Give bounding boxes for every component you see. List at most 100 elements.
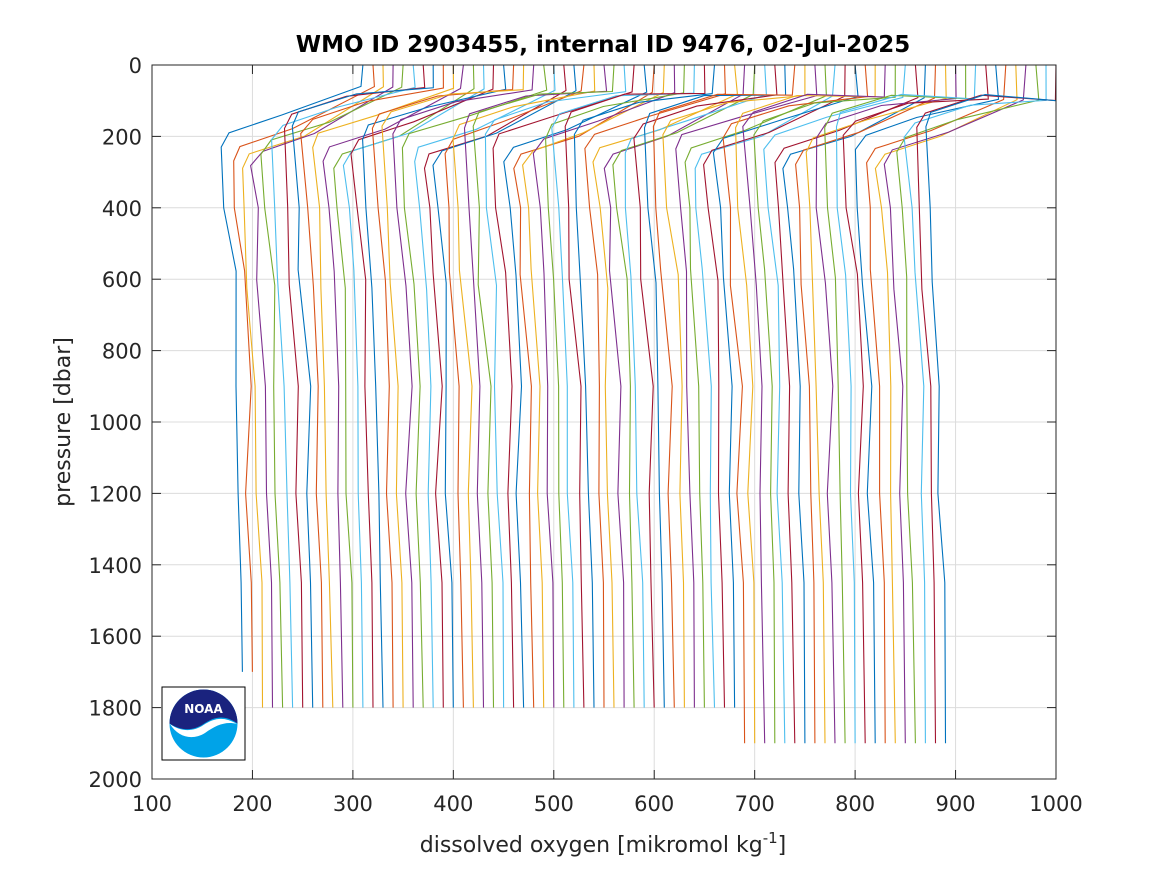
oxygen-profile-52 [735, 65, 876, 744]
oxygen-profile-67 [883, 65, 1027, 744]
oxygen-profile-62 [835, 65, 977, 744]
noaa-logo: NOAA [161, 686, 246, 761]
oxygen-profile-35 [564, 65, 706, 708]
chart-title: WMO ID 2903455, internal ID 9476, 02-Jul… [296, 32, 911, 58]
oxygen-profile-36 [573, 65, 716, 708]
y-tick-label: 1600 [89, 625, 142, 649]
oxygen-profile-71 [925, 65, 1056, 744]
oxygen-profile-46 [675, 65, 818, 708]
x-tick-label: 600 [634, 792, 674, 816]
x-tick-label: 300 [333, 792, 373, 816]
oxygen-profile-47 [684, 65, 827, 708]
x-axis-label-main: dissolved oxygen [mikromol kg [420, 833, 763, 858]
oxygen-profile-30 [513, 65, 655, 708]
oxygen-profile-31 [522, 65, 665, 708]
oxygen-profile-18 [392, 65, 535, 708]
oxygen-profile-68 [896, 65, 1040, 744]
oxygen-profile-16 [371, 65, 515, 708]
oxygen-profile-7 [283, 65, 426, 708]
oxygen-profile-33 [545, 65, 685, 708]
oxygen-profile-25 [463, 65, 608, 708]
oxygen-profile-12 [333, 65, 475, 708]
oxygen-profile-3 [242, 65, 384, 708]
oxygen-profile-42 [633, 65, 778, 708]
oxygen-profile-49 [703, 65, 846, 708]
oxygen-profile-70 [916, 65, 1056, 744]
oxygen-profile-20 [414, 65, 556, 708]
oxygen-profile-23 [444, 65, 585, 708]
x-tick-label: 500 [534, 792, 574, 816]
oxygen-profile-66 [874, 65, 1018, 744]
oxygen-profile-21 [423, 65, 567, 708]
oxygen-profile-13 [342, 65, 485, 708]
oxygen-profile-2 [233, 65, 375, 672]
oxygen-profile-58 [795, 65, 937, 744]
axis-ticks: 100 200 300 400 500 600 700 800 900 1000 0 200 400 60… [89, 54, 1083, 816]
oxygen-profile-27 [484, 65, 627, 708]
oxygen-profile-37 [584, 65, 726, 708]
y-tick-label: 600 [102, 268, 142, 292]
oxygen-profile-50 [712, 65, 859, 708]
oxygen-profile-10 [312, 65, 455, 708]
oxygen-profile-5 [260, 65, 404, 708]
oxygen-profile-38 [592, 65, 738, 708]
oxygen-profile-57 [782, 65, 926, 744]
oxygen-profile-48 [694, 65, 836, 708]
oxygen-profile-1 [220, 65, 364, 672]
oxygen-profile-24 [452, 65, 596, 708]
x-tick-label: 900 [936, 792, 976, 816]
oxygen-profile-9 [300, 65, 444, 708]
y-tick-label: 800 [102, 340, 142, 364]
oxygen-profile-8 [291, 65, 434, 708]
oxygen-profile-64 [854, 65, 1000, 744]
x-tick-label: 200 [232, 792, 272, 816]
x-tick-label: 100 [132, 792, 172, 816]
oxygen-profile-45 [662, 65, 806, 708]
y-tick-label: 400 [102, 197, 142, 221]
x-tick-label: 700 [735, 792, 775, 816]
x-axis-label-end: ] [778, 833, 787, 858]
oxygen-profile-40 [612, 65, 756, 708]
oxygen-profile-34 [551, 65, 695, 708]
oxygen-profile-39 [603, 65, 746, 708]
logo-gull-wave [170, 718, 237, 738]
y-tick-label: 1400 [89, 554, 142, 578]
y-tick-label: 0 [129, 54, 142, 78]
x-axis-label-superscript: -1 [763, 829, 778, 847]
oxygen-profile-54 [753, 65, 896, 744]
logo-text: NOAA [184, 702, 223, 716]
y-tick-label: 1800 [89, 697, 142, 721]
oxygen-profile-15 [362, 65, 507, 708]
oxygen-profile-6 [271, 65, 416, 708]
oxygen-profile-26 [472, 65, 615, 708]
oxygen-profile-63 [842, 65, 989, 744]
logo-navy-sky [169, 689, 238, 730]
y-tick-label: 200 [102, 125, 142, 149]
oxygen-profile-53 [742, 65, 886, 744]
y-tick-label: 2000 [89, 768, 142, 792]
oxygen-profile-17 [381, 65, 525, 708]
oxygen-profile-11 [322, 65, 464, 708]
x-tick-label: 1000 [1029, 792, 1082, 816]
oxygen-profile-41 [624, 65, 767, 708]
oxygen-profile-32 [532, 65, 676, 708]
oxygen-profile-59 [805, 65, 947, 744]
oxygen-profile-56 [774, 65, 919, 744]
x-axis-label: dissolved oxygen [mikromol kg-1] [420, 829, 787, 858]
oxygen-profile-14 [350, 65, 495, 708]
oxygen-profile-69 [903, 65, 1047, 744]
oxygen-profile-22 [432, 65, 577, 708]
oxygen-profile-55 [763, 65, 906, 744]
x-tick-label: 800 [835, 792, 875, 816]
oxygen-profile-60 [815, 65, 957, 744]
oxygen-profile-44 [652, 65, 796, 708]
oxygen-profile-28 [492, 65, 635, 708]
oxygen-profile-61 [824, 65, 967, 744]
oxygen-profile-4 [250, 65, 394, 708]
oxygen-profiles [220, 65, 1056, 744]
oxygen-profile-43 [643, 65, 787, 708]
x-tick-label: 400 [433, 792, 473, 816]
y-axis-label: pressure [dbar] [51, 337, 76, 507]
y-tick-label: 1200 [89, 482, 142, 506]
